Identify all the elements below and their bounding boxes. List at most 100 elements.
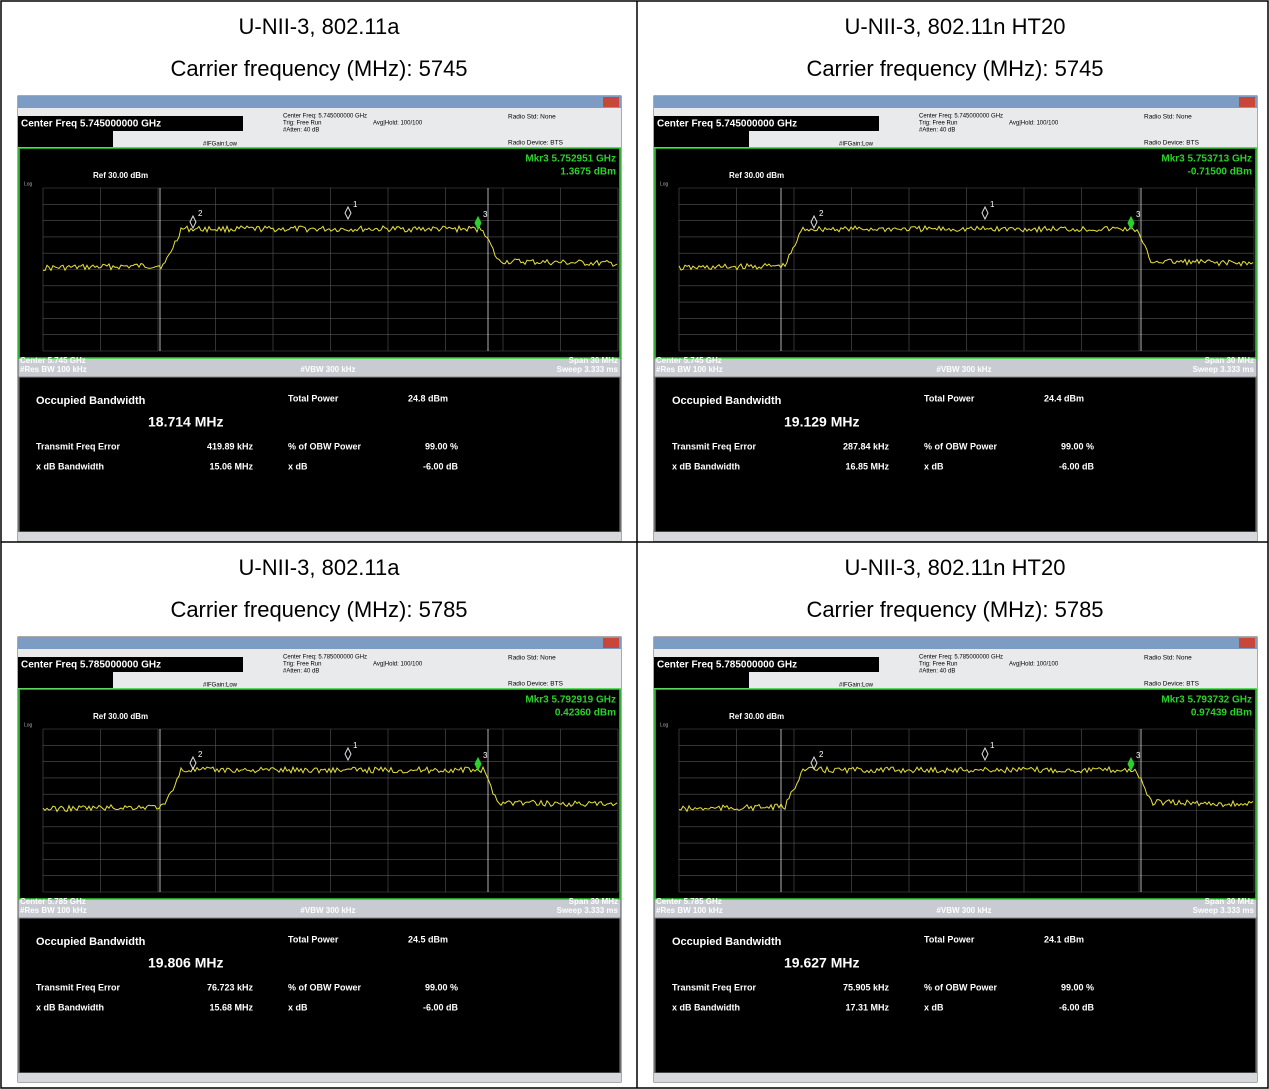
spectrum-trace: [42, 224, 618, 272]
screen-text: 15.06 MHz: [209, 461, 253, 471]
screen-text: Avg|Hold: 100/100: [1009, 121, 1059, 127]
marker-diamond: [344, 746, 352, 762]
screen-text: Ref 30.00 dBm: [729, 171, 784, 180]
marker-diamond: [810, 755, 818, 771]
screen-text: Span 30 MHz: [569, 356, 618, 365]
screen-text: x dB: [924, 1002, 944, 1012]
screen-text: Center Freq: 5.745000000 GHz: [283, 114, 367, 120]
title-bar: [654, 96, 1257, 108]
screen-text: Occupied Bandwidth: [36, 395, 146, 407]
close-button: [1239, 638, 1255, 648]
results-panel: [654, 376, 1257, 533]
status-bar: [654, 532, 1257, 541]
screen-text: 24.5 dBm: [408, 934, 448, 944]
screen-text: 76.723 kHz: [207, 982, 254, 992]
close-button: [603, 97, 619, 107]
screen-text: Trig: Free Run: [283, 121, 321, 127]
screen-text: Avg|Hold: 100/100: [373, 121, 423, 127]
marker-label: 2: [819, 209, 824, 218]
screen-text: % of OBW Power: [288, 441, 361, 451]
center-freq-box: [18, 657, 243, 672]
cell-heading: U-NII-3, 802.11n HT20: [845, 14, 1066, 39]
screen-text: Mkr3 5.793732 GHz: [1161, 695, 1252, 706]
screen-text: 287.84 kHz: [843, 441, 890, 451]
screen-text: Transmit Freq Error: [672, 441, 757, 451]
screen-text: 1.3675 dBm: [560, 167, 616, 178]
screen-text: Sweep 3.333 ms: [1193, 365, 1255, 374]
marker-label: 3: [1136, 751, 1141, 760]
screen-text: Center 5.785 GHz: [20, 897, 86, 906]
marker-label: 3: [483, 751, 488, 760]
screen-text: Radio Device: BTS: [508, 681, 564, 688]
screen-text: #VBW 300 kHz: [936, 365, 991, 374]
screen-text: x dB Bandwidth: [672, 461, 740, 471]
marker-diamond: [189, 755, 197, 771]
center-freq-box: [654, 657, 879, 672]
screen-text: Log: [660, 722, 669, 728]
marker-diamond: [189, 214, 197, 230]
marker-diamond: [981, 746, 989, 762]
screen-text: #Atten: 40 dB: [283, 128, 319, 134]
screen-text: Log: [24, 181, 33, 187]
screen-text: Log: [660, 181, 669, 187]
screen-text: Ref 30.00 dBm: [93, 171, 148, 180]
screen-text: #IFGain:Low: [839, 683, 874, 689]
screen-text: Occupied Bandwidth: [36, 936, 146, 948]
status-bar: [18, 1073, 621, 1082]
screen-text: 99.00 %: [1061, 982, 1094, 992]
cell-heading: U-NII-3, 802.11n HT20: [845, 555, 1066, 580]
status-bar: [654, 1073, 1257, 1082]
screen-text: 419.89 kHz: [207, 441, 254, 451]
screen-text: #IFGain:Low: [203, 683, 238, 689]
marker-label: 2: [198, 750, 203, 759]
screen-text: 99.00 %: [1061, 441, 1094, 451]
cell-heading: U-NII-3, 802.11a: [238, 555, 400, 580]
screen-text: -6.00 dB: [423, 461, 459, 471]
screen-text: 19.129 MHz: [784, 414, 859, 430]
results-panel: [654, 917, 1257, 1074]
screen-text: Center 5.745 GHz: [20, 356, 86, 365]
title-bar: [18, 637, 621, 649]
center-freq-label: Center Freq 5.785000000 GHz: [657, 660, 797, 671]
screen-text: 19.806 MHz: [148, 955, 223, 971]
close-button: [1239, 97, 1255, 107]
screen-text: #Res BW 100 kHz: [656, 906, 723, 915]
screen-text: Trig: Free Run: [919, 121, 957, 127]
screen-text: 24.1 dBm: [1044, 934, 1084, 944]
marker-label: 2: [819, 750, 824, 759]
screen-text: 24.8 dBm: [408, 393, 448, 403]
screen-text: Ref 30.00 dBm: [93, 712, 148, 721]
screen-text: Trig: Free Run: [283, 662, 321, 668]
center-freq-label: Center Freq 5.745000000 GHz: [657, 119, 797, 130]
screen-text: Radio Std: None: [508, 655, 556, 662]
title-bar: [654, 637, 1257, 649]
marker-diamond: [474, 756, 482, 772]
screen-text: Log: [24, 722, 33, 728]
marker-label: 1: [353, 200, 358, 209]
screen-text: Transmit Freq Error: [36, 982, 121, 992]
screen-text: 16.85 MHz: [845, 461, 889, 471]
screen-text: Radio Device: BTS: [1144, 681, 1200, 688]
screen-text: Radio Std: None: [1144, 114, 1192, 121]
info-box: [654, 672, 749, 688]
screen-text: 19.627 MHz: [784, 955, 859, 971]
screen-text: -0.71500 dBm: [1188, 167, 1253, 178]
screen-text: Sweep 3.333 ms: [557, 906, 619, 915]
spectrum-trace: [678, 224, 1254, 271]
screen-text: Avg|Hold: 100/100: [1009, 662, 1059, 668]
analyzer-screenshot: Center Freq 5.745000000 GHz Center Freq: …: [653, 95, 1258, 542]
screen-text: -6.00 dB: [423, 1002, 459, 1012]
screen-text: #IFGain:Low: [203, 142, 238, 148]
results-panel: [18, 376, 621, 533]
marker-label: 1: [990, 200, 995, 209]
screen-text: Span 30 MHz: [1205, 897, 1254, 906]
spectrum-trace: [42, 765, 618, 813]
screen-text: -6.00 dB: [1059, 461, 1095, 471]
info-box: [18, 672, 113, 688]
marker-diamond: [981, 205, 989, 221]
status-bar: [18, 532, 621, 541]
marker-diamond: [1127, 756, 1135, 772]
screen-text: Trig: Free Run: [919, 662, 957, 668]
screen-text: x dB: [924, 461, 944, 471]
